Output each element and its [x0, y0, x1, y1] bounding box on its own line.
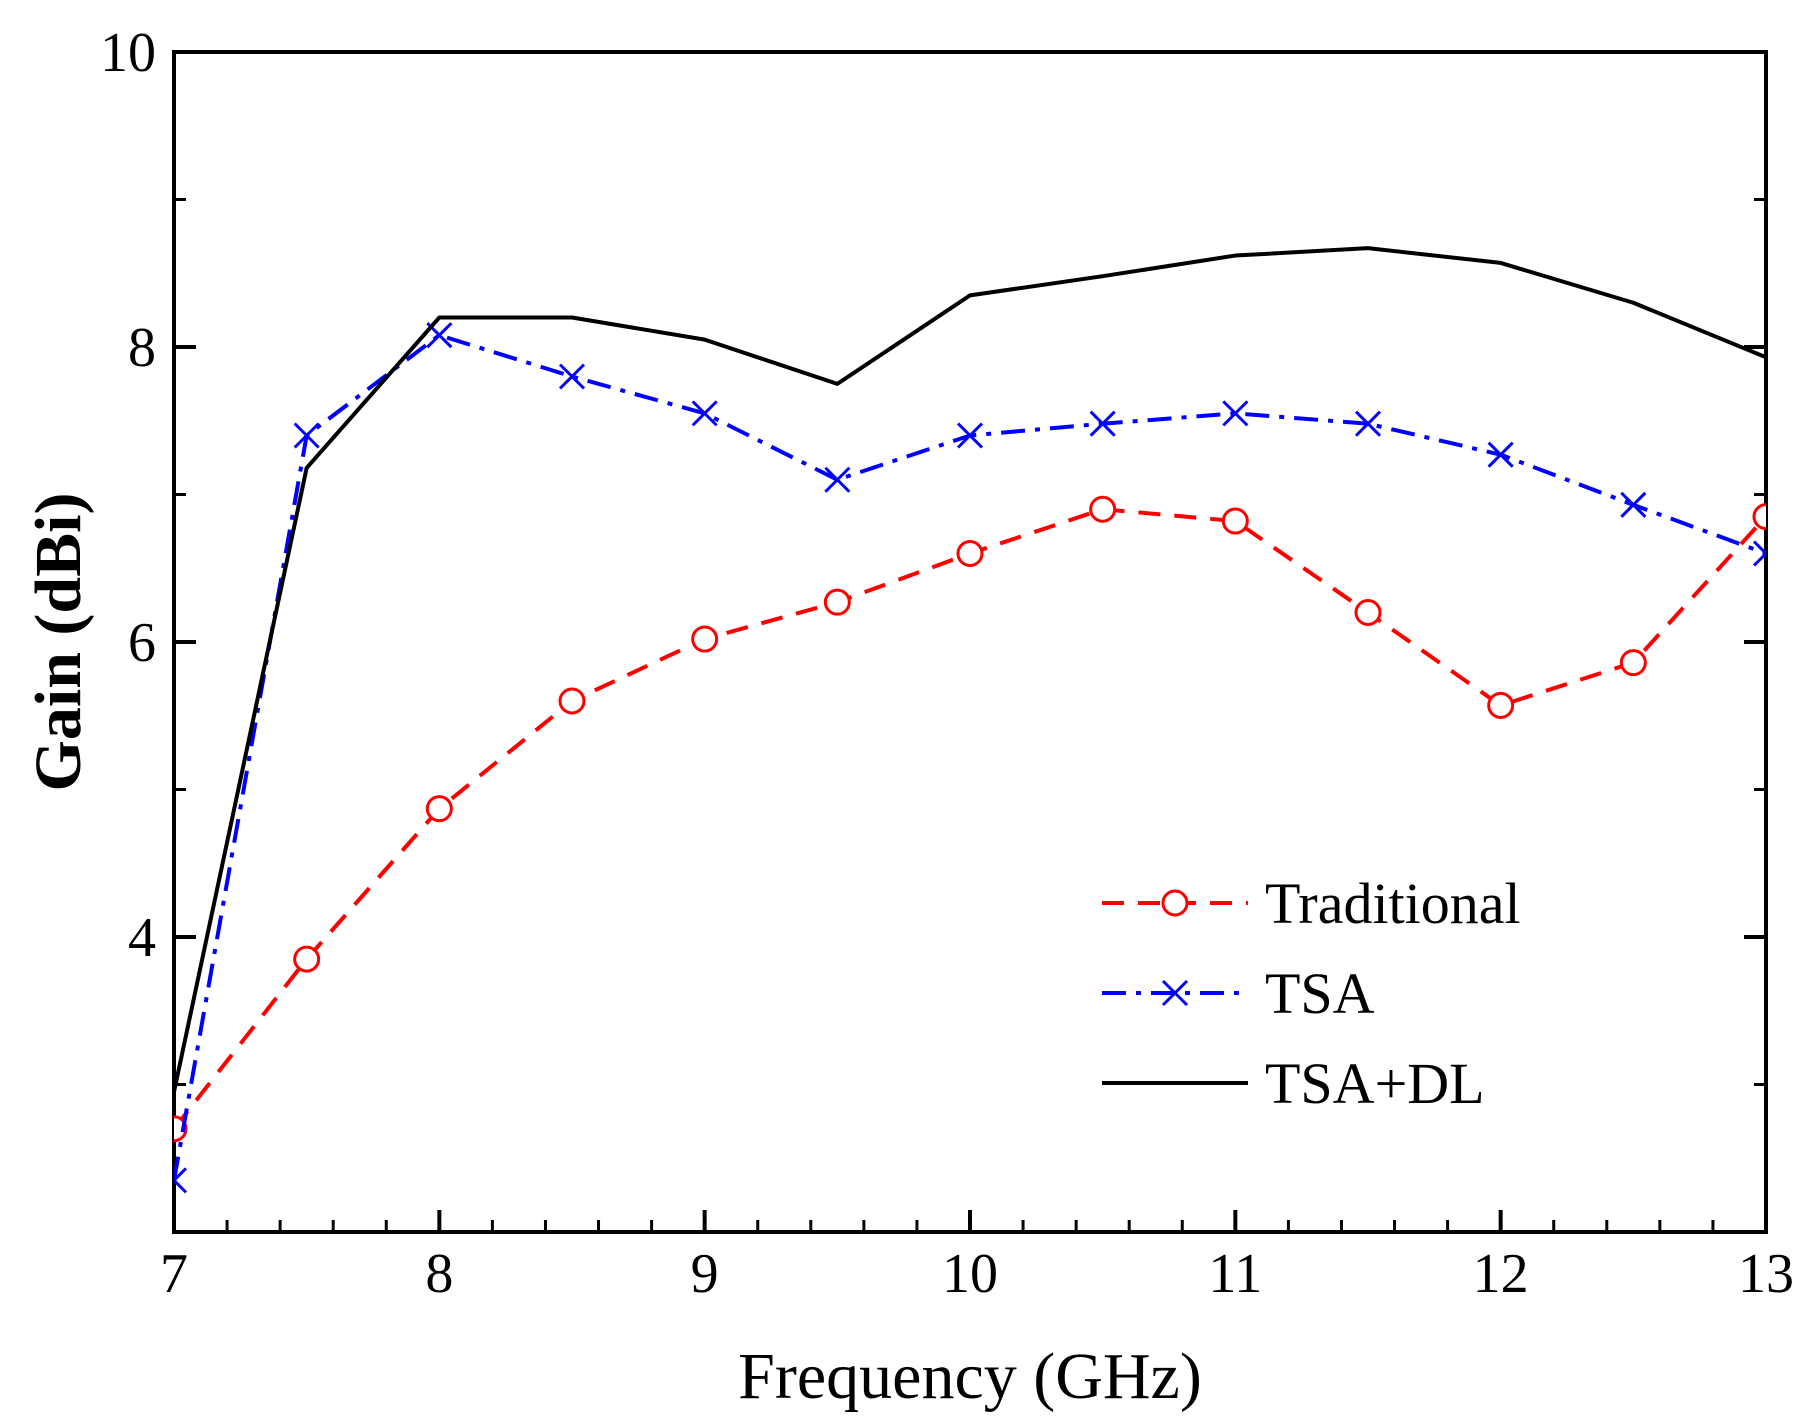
series-layer [174, 246, 1766, 1194]
data-point [1619, 649, 1647, 677]
series-traditional [174, 495, 1766, 1143]
data-point [1752, 503, 1766, 531]
x-tick-label: 8 [425, 1243, 453, 1305]
x-tick-label: 7 [160, 1243, 188, 1305]
series-tsa [174, 322, 1766, 1194]
y-tick-label: 4 [128, 907, 156, 969]
legend-item: TSA+DL [1102, 1051, 1485, 1116]
major-ticks [172, 50, 1768, 1232]
data-point [1222, 400, 1249, 427]
legend-label: TSA [1265, 961, 1375, 1026]
data-point [1487, 441, 1514, 468]
x-tick-labels: 7 8 9 10 11 12 13 [160, 1243, 1794, 1305]
data-point [1354, 410, 1382, 437]
data-point [823, 588, 851, 616]
legend-label: Traditional [1265, 871, 1521, 936]
data-point [1487, 691, 1515, 719]
legend-item: Traditional [1102, 871, 1521, 936]
data-point [174, 1167, 188, 1194]
data-point [1620, 491, 1647, 518]
y-tick-label: 6 [128, 612, 156, 674]
data-point [558, 687, 586, 715]
data-point [293, 422, 320, 449]
x-tick-label: 11 [1208, 1243, 1262, 1305]
data-point [691, 625, 719, 653]
series-line [174, 246, 1766, 1093]
data-point [691, 400, 718, 427]
y-axis-title: Gain (dBi) [22, 493, 95, 792]
data-point [956, 422, 984, 449]
data-point [1354, 599, 1382, 626]
series-line [174, 507, 1766, 1130]
legend-marker [1161, 889, 1189, 917]
y-tick-label: 8 [128, 317, 156, 379]
minor-ticks [174, 198, 1766, 1232]
legend-marker [1161, 979, 1189, 1007]
series-line [174, 333, 1766, 1181]
y-tick-label: 10 [100, 22, 156, 84]
data-point [558, 363, 586, 390]
series-tsa-dl [174, 246, 1766, 1093]
legend: Traditional TSA TSA+DL [1102, 871, 1521, 1116]
y-tick-labels: 4 6 8 10 [100, 22, 156, 969]
data-point [1089, 495, 1117, 523]
legend-item: TSA [1102, 961, 1375, 1026]
plot-frame [172, 50, 1768, 1234]
legend-label: TSA+DL [1265, 1051, 1485, 1116]
data-point [956, 540, 984, 567]
data-point [1221, 507, 1249, 535]
x-axis-title: Frequency (GHz) [738, 1340, 1202, 1413]
data-point [1089, 410, 1116, 437]
data-point [1752, 540, 1766, 567]
data-point [293, 945, 321, 973]
x-tick-label: 13 [1738, 1243, 1794, 1305]
data-point [425, 795, 453, 823]
x-tick-label: 12 [1473, 1243, 1529, 1305]
data-point [824, 466, 851, 493]
x-tick-label: 10 [942, 1243, 998, 1305]
x-tick-label: 9 [691, 1243, 719, 1305]
